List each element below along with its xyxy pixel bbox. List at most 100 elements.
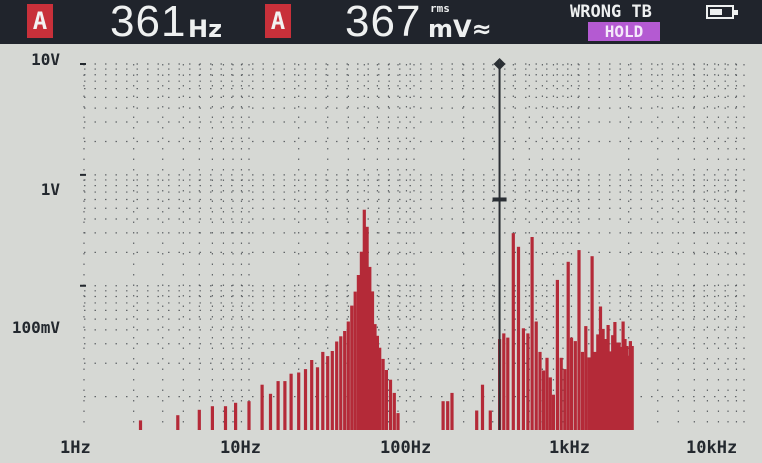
spectrum-bar — [446, 401, 450, 430]
spectrum-bar — [388, 379, 393, 430]
spectrum-bar — [223, 406, 228, 430]
spectrum-bar — [548, 377, 552, 430]
spectrum-bar — [511, 233, 515, 430]
hold-indicator: HOLD — [588, 22, 660, 41]
spectrum-bar — [365, 226, 369, 430]
x-tick-label: 100Hz — [380, 438, 432, 458]
spectrum-bar — [197, 409, 201, 430]
x-tick-label: 1kHz — [549, 438, 590, 458]
y-tick-label: 1V — [40, 180, 60, 199]
channel-a-badge: A — [27, 4, 53, 38]
spectrum-bar — [375, 335, 379, 430]
spectrum-bar — [573, 341, 577, 430]
plot-grid — [80, 63, 745, 430]
spectrum-bar — [628, 341, 632, 430]
spectrum-bar — [234, 402, 238, 430]
spectrum-bar — [627, 355, 631, 430]
spectrum-bar — [542, 370, 546, 430]
spectrum-bar — [276, 381, 280, 430]
cursor-right-arrow-icon — [499, 58, 506, 70]
spectrum-bar — [359, 251, 363, 430]
spectrum-bar — [593, 351, 597, 430]
spectrum-bar — [506, 337, 510, 430]
channel-a-badge-2: A — [265, 4, 291, 38]
spectrum-chart — [80, 58, 745, 430]
spectrum-bar — [176, 415, 180, 430]
spectrum-bar — [604, 339, 608, 430]
spectrum-bar — [396, 413, 400, 430]
x-tick-label: 1Hz — [60, 438, 91, 458]
spectrum-bar — [210, 406, 214, 430]
spectrum-bar — [326, 356, 330, 430]
spectrum-bar — [330, 351, 334, 430]
spectrum-bar — [502, 333, 506, 430]
spectrum-bar — [580, 351, 585, 430]
spectrum-bar — [596, 334, 600, 430]
spectrum-bar — [555, 279, 559, 430]
wrong-timebase-warning: WRONG TB — [570, 2, 652, 22]
spectrum-bar — [545, 357, 549, 430]
spectrum-bar — [303, 369, 308, 430]
spectrum-bar — [566, 261, 570, 430]
spectrum-bar — [335, 341, 339, 430]
spectrum-bar — [526, 333, 530, 430]
spectrum-bar — [373, 324, 377, 430]
spectrum-bar — [630, 346, 634, 430]
spectrum-bar — [625, 346, 629, 430]
spectrum-bar — [321, 351, 325, 430]
readout-bar: A 361 Hz A 367 rms mV≈ WRONG TB HOLD — [0, 0, 762, 44]
spectrum-bar — [441, 401, 445, 430]
y-tick-label: 10V — [31, 50, 60, 69]
spectrum-bar — [623, 339, 627, 430]
spectrum-bar — [450, 392, 454, 430]
spectrum-bar — [362, 209, 366, 430]
x-tick-label: 10kHz — [686, 438, 738, 458]
spectrum-bar — [619, 346, 623, 430]
spectrum-bar — [590, 256, 594, 430]
spectrum-bar — [475, 410, 479, 430]
spectrum-bar — [378, 347, 382, 430]
frequency-readout: 361 — [110, 0, 187, 46]
spectrum-bar — [392, 392, 396, 430]
spectrum-bar — [563, 369, 567, 430]
spectrum-bar — [315, 367, 320, 430]
spectrum-bar — [247, 401, 251, 430]
spectrum-bar — [534, 321, 538, 430]
spectrum-bar — [268, 393, 273, 430]
spectrum-bar — [521, 328, 525, 430]
spectrum-bar — [480, 384, 485, 430]
spectrum-bar — [310, 360, 314, 430]
spectrum-bar — [577, 250, 581, 430]
voltage-readout: 367 — [345, 0, 422, 46]
spectrum-bar — [346, 321, 350, 430]
spectrum-bar — [138, 420, 143, 430]
cursor-level-marker — [492, 197, 507, 202]
spectrum-bar — [350, 305, 354, 430]
cursor-left-arrow-icon — [493, 58, 500, 70]
frequency-cursor — [492, 58, 507, 430]
spectrum-bar — [559, 357, 563, 430]
spectrum-bar — [297, 372, 301, 430]
spectrum-bar — [611, 335, 615, 430]
spectrum-bar — [613, 322, 617, 430]
spectrum-bar — [370, 291, 375, 430]
spectrum-bar — [615, 342, 619, 430]
spectrum-bar — [384, 370, 388, 430]
spectrum-bar — [551, 394, 555, 430]
spectrum-bar — [601, 328, 605, 430]
battery-icon — [706, 5, 738, 19]
voltage-rms-label: rms — [430, 2, 450, 15]
spectrum-bar — [516, 246, 521, 430]
spectrum-bar — [339, 336, 343, 430]
spectrum-bar — [368, 266, 372, 430]
spectrum-bar — [283, 381, 287, 430]
spectrum-bar — [289, 373, 293, 430]
spectrum-bar — [488, 410, 492, 430]
spectrum-bar — [587, 357, 591, 430]
frequency-unit: Hz — [188, 15, 223, 43]
spectrum-bar — [381, 358, 385, 430]
spectrum-bar — [569, 337, 574, 430]
spectrum-bar — [530, 237, 534, 430]
spectrum-bar — [538, 351, 542, 430]
